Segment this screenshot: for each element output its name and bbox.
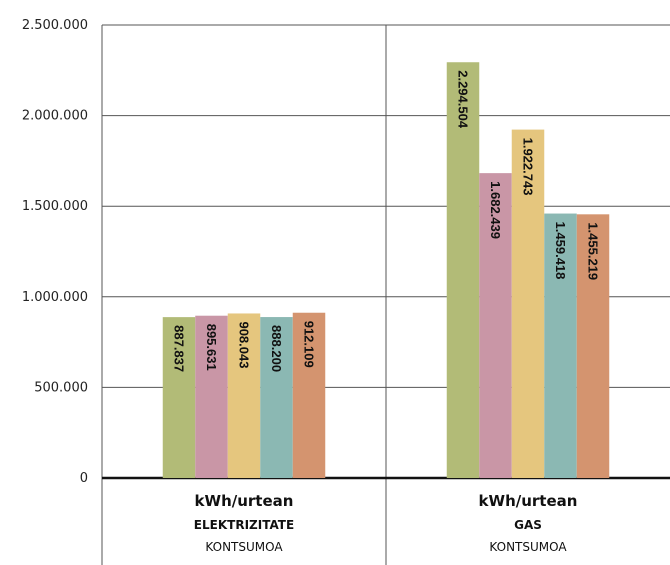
bar	[195, 315, 228, 478]
data-label: 908.043	[237, 321, 252, 368]
category-label-line1: kWh/urtean	[195, 492, 294, 510]
bar	[227, 313, 261, 478]
bar	[446, 62, 480, 479]
data-label: 912.109	[302, 321, 317, 368]
y-tick-label: 1.500.000	[22, 199, 88, 214]
category-label-line3: KONTSUMOA	[489, 540, 567, 554]
y-tick-label: 2.500.000	[22, 18, 88, 33]
category-label-line1: kWh/urtean	[479, 492, 578, 510]
bars	[162, 62, 610, 479]
bar	[260, 317, 293, 478]
bar	[162, 317, 196, 478]
bar	[292, 312, 326, 478]
category-labels: kWh/urtean ELEKTRIZITATE KONTSUMOA kWh/urte…	[194, 492, 578, 554]
y-tick-label: 2.000.000	[22, 109, 88, 124]
y-tick-label: 500.000	[34, 380, 88, 395]
data-labels: 887.837 895.631 908.043 888.200 912.109 2.294…	[172, 70, 601, 372]
bar	[544, 213, 577, 478]
y-axis-tick-labels: 0 500.000 1.000.000 1.500.000 2.000.000 2.500…	[22, 18, 88, 486]
category-label-line2: ELEKTRIZITATE	[194, 518, 294, 532]
bar	[576, 214, 610, 478]
data-label: 1.682.439	[488, 181, 503, 239]
category-label-line3: KONTSUMOA	[205, 540, 283, 554]
bar	[511, 129, 545, 478]
y-tick-label: 0	[80, 471, 88, 486]
category-label-line2: GAS	[514, 518, 542, 532]
data-label: 1.455.219	[586, 222, 601, 280]
y-tick-label: 1.000.000	[22, 290, 88, 305]
data-label: 887.837	[172, 325, 187, 372]
data-label: 1.922.743	[521, 138, 536, 196]
data-label: 1.459.418	[553, 222, 568, 280]
data-label: 2.294.504	[456, 70, 471, 129]
data-label: 895.631	[204, 324, 219, 371]
data-label: 888.200	[269, 325, 284, 372]
bar	[479, 173, 512, 478]
